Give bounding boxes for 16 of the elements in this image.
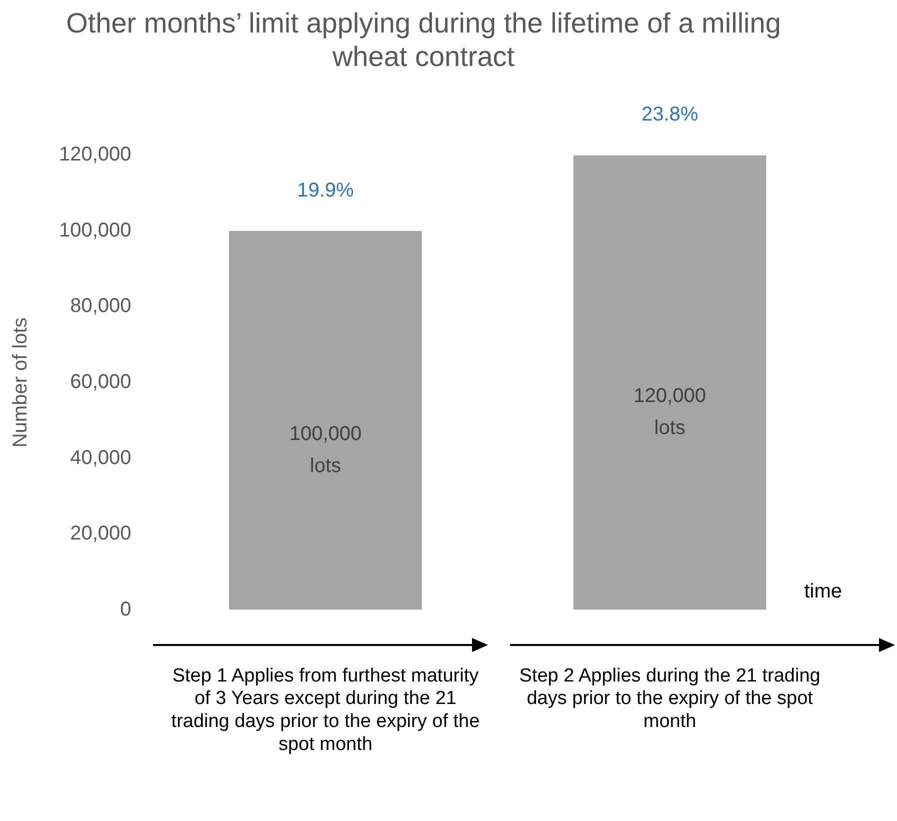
annotation: time <box>804 580 842 602</box>
annotation: 19.9% <box>297 179 354 202</box>
y-tick-label: 120,000 <box>59 144 132 166</box>
x-tick-label: Step 1 Applies from furthest maturity of 3 Years except during the 21 trading days prior to the expiry of the spot month <box>171 665 480 755</box>
annotation: 23.8% <box>641 104 698 126</box>
y-tick-label: 20,000 <box>70 522 132 545</box>
y-axis-title: Number of lots <box>10 317 32 448</box>
chart-title: Other months’ limit applying during the lifetime of a milling wheat contract <box>66 8 781 72</box>
x-tick-label: Step 2 Applies during the 21 trading days prior to the expiry of the spot month <box>519 665 820 732</box>
y-tick-label: 60,000 <box>70 371 132 394</box>
data-label: 100,000 lots <box>289 422 362 477</box>
y-tick-label: 40,000 <box>70 446 132 469</box>
y-tick-label: 100,000 <box>59 219 132 242</box>
data-label: 120,000 lots <box>634 385 706 440</box>
y-tick-label: 80,000 <box>70 295 132 318</box>
y-tick-label: 0 <box>120 598 132 620</box>
